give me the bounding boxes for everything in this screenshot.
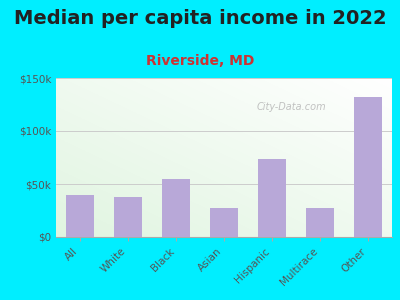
- Bar: [306, 208, 334, 237]
- Bar: [210, 208, 238, 237]
- Bar: [354, 97, 382, 237]
- Text: Median per capita income in 2022: Median per capita income in 2022: [14, 9, 386, 28]
- Bar: [162, 179, 190, 237]
- Bar: [66, 195, 94, 237]
- Text: Riverside, MD: Riverside, MD: [146, 54, 254, 68]
- Text: City-Data.com: City-Data.com: [256, 102, 326, 112]
- Bar: [258, 159, 286, 237]
- Bar: [114, 197, 142, 237]
